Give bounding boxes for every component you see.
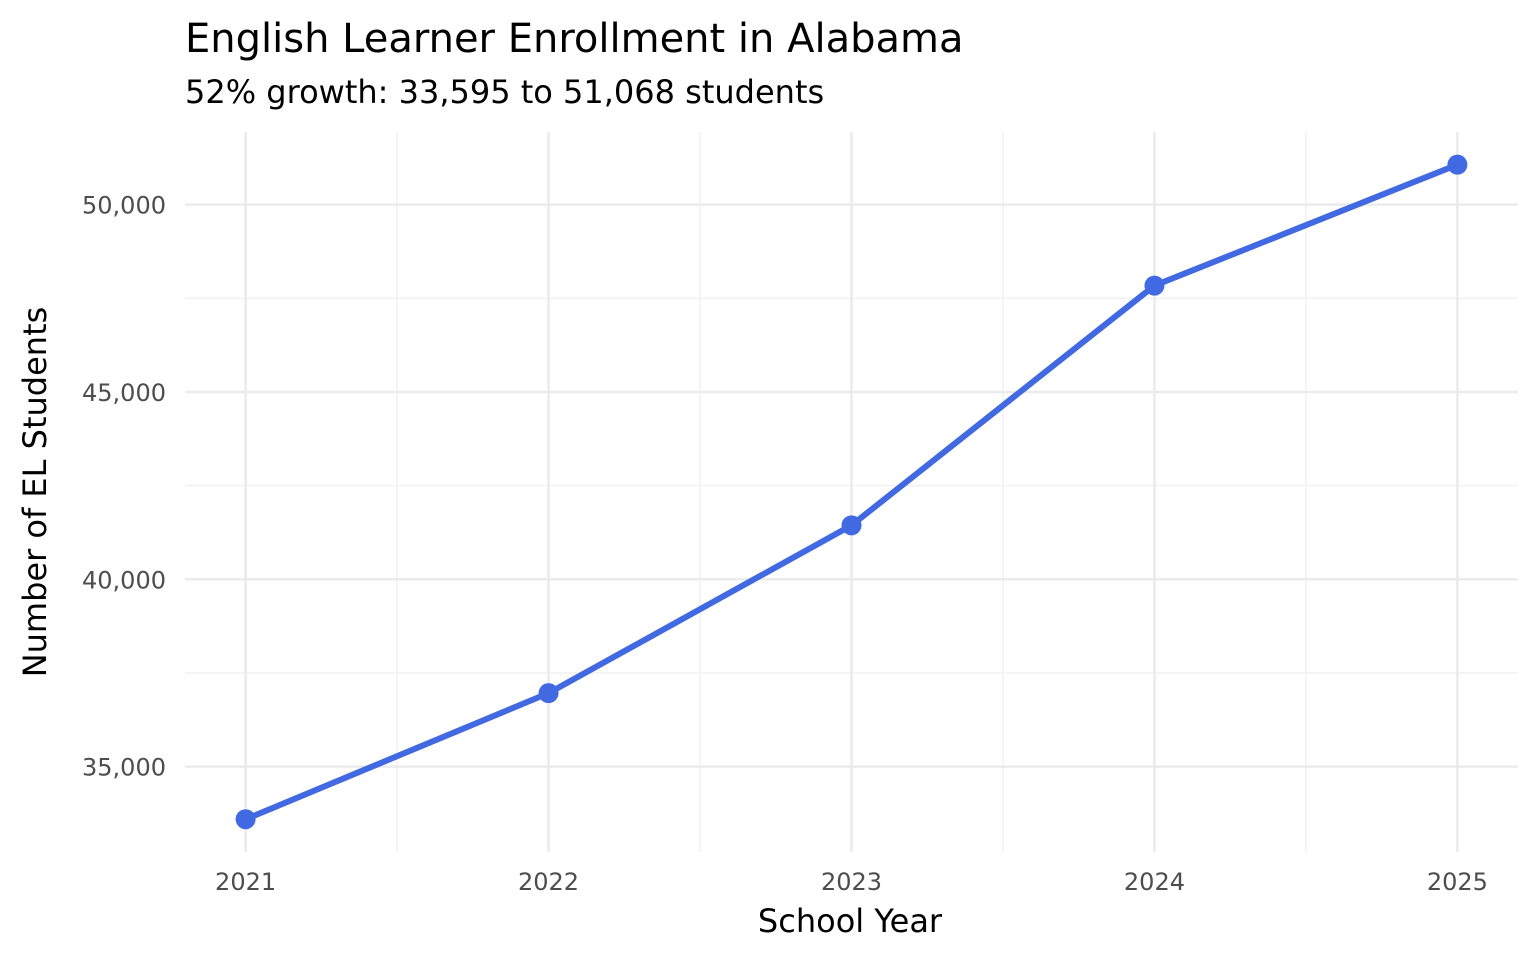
data-point	[1144, 275, 1165, 296]
y-axis-title: Number of EL Students	[16, 307, 54, 678]
y-tick-label: 35,000	[82, 754, 166, 782]
chart-title: English Learner Enrollment in Alabama	[185, 16, 963, 62]
data-point	[235, 809, 256, 830]
x-axis-title: School Year	[758, 902, 943, 940]
data-point	[841, 515, 862, 536]
x-tick-label: 2022	[518, 868, 579, 896]
series-layer	[235, 154, 1468, 830]
x-tick-label: 2024	[1124, 868, 1185, 896]
x-tick-label: 2025	[1427, 868, 1488, 896]
data-point	[538, 683, 559, 704]
y-tick-label: 50,000	[82, 192, 166, 220]
y-tick-label: 40,000	[82, 566, 166, 594]
x-tick-label: 2021	[215, 868, 276, 896]
tick-layer: 35,000 40,000 45,000 50,000 2021 2022 2023 2024…	[82, 192, 1488, 896]
grid-layer	[185, 132, 1518, 852]
data-point	[1447, 154, 1468, 175]
x-tick-label: 2023	[821, 868, 882, 896]
y-tick-label: 45,000	[82, 379, 166, 407]
chart-subtitle: 52% growth: 33,595 to 51,068 students	[185, 73, 824, 111]
